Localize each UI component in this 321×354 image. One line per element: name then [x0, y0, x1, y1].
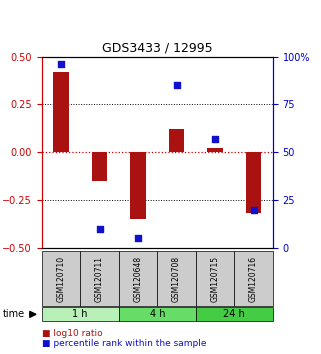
Point — [174, 82, 179, 88]
Text: GSM120716: GSM120716 — [249, 256, 258, 302]
Text: ■ percentile rank within the sample: ■ percentile rank within the sample — [42, 339, 206, 348]
Text: GSM120711: GSM120711 — [95, 256, 104, 302]
Title: GDS3433 / 12995: GDS3433 / 12995 — [102, 41, 213, 54]
Text: 4 h: 4 h — [150, 309, 165, 319]
Bar — [92, 152, 107, 181]
Text: GSM120710: GSM120710 — [56, 256, 65, 302]
Text: ■ log10 ratio: ■ log10 ratio — [42, 329, 102, 338]
Text: 24 h: 24 h — [223, 309, 245, 319]
Text: GSM120708: GSM120708 — [172, 256, 181, 302]
Point — [58, 62, 64, 67]
Bar — [169, 129, 184, 152]
Text: time: time — [3, 309, 25, 319]
Text: 1 h: 1 h — [73, 309, 88, 319]
Text: GSM120648: GSM120648 — [134, 256, 143, 302]
Text: GSM120715: GSM120715 — [211, 256, 220, 302]
Bar — [246, 152, 261, 213]
Point — [97, 226, 102, 232]
Point — [213, 136, 218, 142]
Point — [251, 207, 256, 212]
Point — [135, 235, 141, 241]
Bar — [207, 148, 223, 152]
Bar — [53, 72, 69, 152]
Bar — [130, 152, 146, 219]
